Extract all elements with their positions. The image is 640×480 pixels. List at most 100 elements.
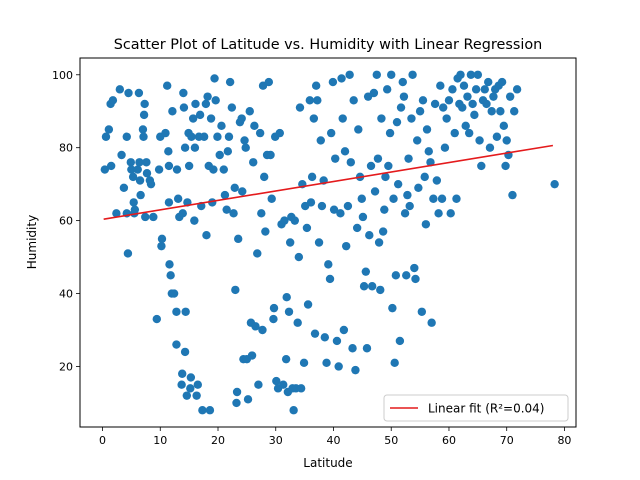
data-point [505, 92, 515, 101]
data-point [426, 158, 435, 167]
y-tick-label: 40 [59, 288, 73, 301]
data-point [229, 209, 238, 218]
data-point [251, 322, 260, 331]
data-point [452, 194, 461, 203]
data-point [140, 99, 149, 109]
data-point [138, 125, 148, 134]
data-point [201, 99, 211, 109]
data-point [238, 187, 247, 196]
data-point [339, 325, 349, 335]
data-point [179, 88, 188, 98]
data-point [182, 391, 192, 400]
data-point [280, 216, 289, 225]
data-point [101, 132, 111, 141]
data-point [418, 96, 428, 105]
data-point [398, 77, 407, 87]
data-point [485, 143, 495, 152]
data-point [157, 241, 166, 251]
data-point [309, 114, 319, 123]
data-point [195, 110, 205, 120]
data-point [420, 172, 429, 182]
data-point [357, 194, 366, 203]
data-point [482, 99, 491, 109]
data-point [395, 336, 405, 346]
data-point [299, 358, 309, 368]
x-tick-label: 20 [211, 434, 225, 447]
data-point [338, 114, 347, 123]
data-point [157, 234, 167, 244]
data-point [369, 88, 379, 98]
data-point [222, 205, 231, 214]
data-point [387, 70, 396, 79]
data-point [413, 136, 422, 145]
x-tick-label: 40 [326, 434, 340, 447]
data-point [442, 114, 451, 123]
data-point [373, 154, 383, 163]
data-point [430, 99, 440, 109]
data-point [377, 114, 386, 123]
data-point [302, 223, 312, 233]
data-point [378, 227, 388, 236]
data-point [415, 107, 425, 116]
data-point [464, 128, 474, 138]
data-point [293, 318, 302, 327]
data-point [240, 136, 249, 145]
data-point [129, 198, 138, 207]
data-point [296, 384, 306, 393]
data-point [231, 285, 240, 295]
data-point [463, 92, 472, 101]
data-point [396, 103, 406, 112]
data-point [305, 96, 315, 105]
data-point [241, 143, 250, 152]
data-point [325, 274, 335, 284]
data-point [459, 81, 469, 90]
legend-label: Linear fit (R²=0.04) [428, 402, 544, 416]
x-tick-label: 10 [153, 434, 167, 447]
data-point [169, 289, 179, 298]
data-point [461, 121, 470, 131]
data-point [399, 92, 409, 101]
data-point [250, 121, 259, 131]
data-point [440, 143, 450, 152]
data-point [243, 395, 253, 404]
data-point [133, 165, 142, 174]
data-point [487, 107, 496, 116]
regression-line-layer [103, 144, 554, 220]
data-point [135, 158, 144, 167]
data-point [177, 380, 186, 389]
data-point [366, 161, 376, 171]
data-point [405, 201, 414, 211]
data-point [295, 103, 305, 112]
x-tick-label: 80 [557, 434, 571, 447]
regression-line [103, 144, 554, 220]
data-point [384, 161, 393, 171]
x-tick-label: 30 [269, 434, 283, 447]
data-point [267, 194, 276, 203]
data-point [202, 231, 211, 240]
data-point [203, 92, 212, 101]
data-point [310, 329, 320, 338]
data-point [393, 179, 403, 189]
data-point [348, 344, 357, 353]
y-tick-label: 100 [52, 69, 73, 82]
data-point [130, 205, 140, 214]
data-point [404, 154, 413, 163]
data-point [152, 314, 161, 324]
data-point [128, 172, 138, 182]
data-point [168, 107, 177, 116]
data-point [380, 205, 389, 214]
data-point [320, 333, 330, 342]
data-point [178, 209, 187, 218]
data-point [224, 132, 234, 141]
data-point [172, 307, 181, 316]
data-point [331, 154, 340, 163]
data-point [466, 70, 476, 79]
data-point [550, 179, 559, 189]
data-point [492, 132, 502, 141]
data-point [407, 114, 416, 123]
data-point [408, 70, 417, 79]
data-point [206, 114, 216, 123]
data-point [421, 220, 431, 229]
data-point [456, 70, 465, 79]
data-point [217, 121, 226, 131]
